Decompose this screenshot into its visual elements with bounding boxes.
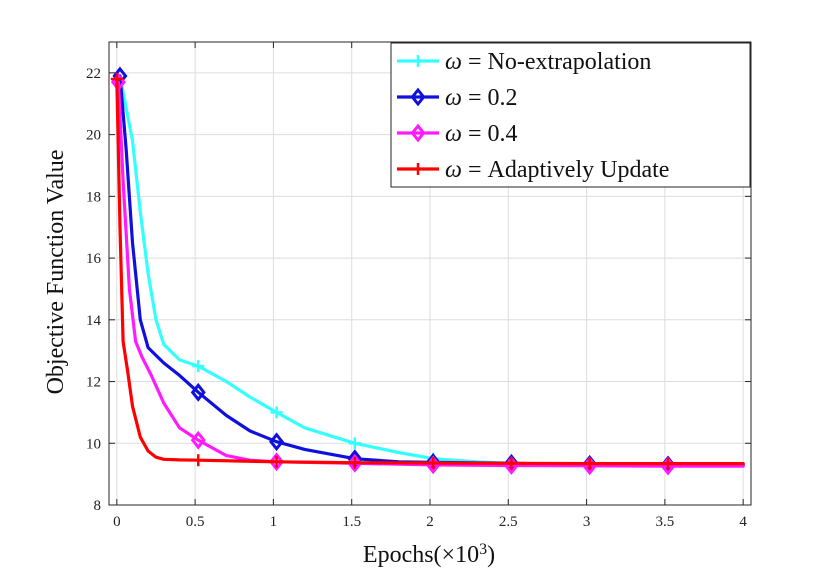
- y-tick-label: 16: [86, 251, 102, 267]
- x-tick-label: 3.5: [656, 514, 675, 530]
- x-tick-label: 2.5: [499, 514, 518, 530]
- legend-swatch-marker: [410, 123, 426, 143]
- legend-label-text: = 0.2: [462, 85, 518, 111]
- data-point: [190, 382, 206, 402]
- legend-entry: ω = 0.4: [397, 121, 518, 147]
- legend-omega: ω: [445, 85, 462, 111]
- x-axis-title-exponent: 3: [479, 541, 487, 558]
- data-point: [192, 454, 205, 467]
- legend-omega: ω: [445, 121, 462, 147]
- y-tick-label: 20: [86, 128, 101, 144]
- x-tick-label: 0: [113, 514, 121, 530]
- legend-label-text: = 0.4: [462, 121, 518, 147]
- data-point: [662, 457, 675, 470]
- legend-label-text: = No-extrapolation: [462, 49, 651, 75]
- legend-label: ω = No-extrapolation: [445, 49, 651, 75]
- legend-omega: ω: [445, 157, 462, 183]
- series-3: [110, 73, 745, 470]
- x-axis-title-suffix: ): [487, 542, 495, 568]
- data-point: [425, 453, 441, 472]
- data-point: [190, 430, 206, 450]
- legend-box: [390, 42, 751, 188]
- y-tick-label: 18: [86, 189, 101, 205]
- x-tick-label: 1.5: [342, 514, 361, 530]
- x-tick-label: 4: [739, 514, 747, 530]
- data-point: [192, 360, 205, 373]
- data-point: [427, 457, 440, 470]
- legend-swatch-marker: [412, 163, 424, 175]
- legend-entry: ω = 0.2: [397, 85, 518, 111]
- series-line: [115, 77, 745, 466]
- y-tick-label: 10: [86, 436, 101, 452]
- data-point: [270, 406, 283, 419]
- data-point: [348, 456, 361, 469]
- y-axis-title: Objective Function Value: [43, 150, 69, 395]
- data-point: [347, 453, 363, 473]
- series-line: [116, 80, 745, 468]
- legend-label: ω = Adaptively Update: [445, 157, 669, 183]
- x-tick-label: 0.5: [186, 514, 205, 530]
- x-tick-label: 2: [426, 514, 434, 530]
- legend-swatch-marker: [410, 87, 426, 107]
- x-tick-label: 3: [583, 514, 591, 530]
- data-point: [270, 455, 283, 468]
- legend-label-text: = Adaptively Update: [462, 157, 669, 183]
- series-layer: [110, 66, 745, 476]
- data-point: [269, 452, 285, 472]
- x-axis-title-main: Epochs(×10: [363, 542, 479, 568]
- data-point: [110, 73, 123, 86]
- y-tick-label: 8: [94, 498, 102, 514]
- data-point: [505, 457, 518, 470]
- y-tick-label: 12: [86, 375, 101, 391]
- legend-entry: ω = Adaptively Update: [397, 157, 669, 183]
- legend-omega: ω: [445, 49, 462, 75]
- legend-label: ω = 0.2: [445, 85, 518, 111]
- data-point: [348, 437, 361, 450]
- legend-entry: ω = No-extrapolation: [397, 49, 651, 75]
- x-axis-title: Epochs(×103): [363, 541, 495, 569]
- data-point: [269, 432, 285, 452]
- legend-swatch-marker: [412, 55, 424, 67]
- x-tick-label: 1: [270, 514, 278, 530]
- legend-label: ω = 0.4: [445, 121, 518, 147]
- y-tick-label: 22: [86, 66, 101, 82]
- y-tick-label: 14: [86, 313, 102, 329]
- data-point: [583, 457, 596, 470]
